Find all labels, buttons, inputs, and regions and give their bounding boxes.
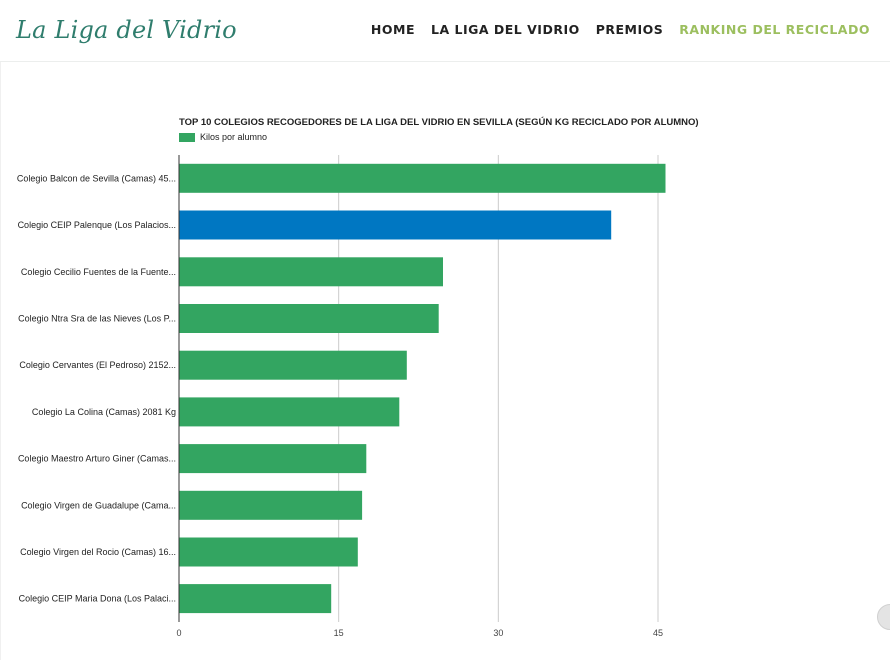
bar-1 [179, 210, 612, 240]
category-label-5: Colegio La Colina (Camas) 2081 Kg [32, 407, 176, 417]
bar-6 [179, 444, 367, 474]
legend-swatch [179, 132, 195, 142]
nav-home[interactable]: HOME [370, 22, 415, 37]
x-tick-label-15: 15 [334, 628, 344, 638]
category-label-7: Colegio Virgen de Guadalupe (Cama... [21, 500, 176, 510]
nav-premios[interactable]: PREMIOS [595, 22, 664, 37]
category-label-0: Colegio Balcon de Sevilla (Camas) 45... [17, 173, 176, 183]
chart-legend: Kilos por alumno [179, 132, 267, 142]
bar-2 [179, 257, 443, 287]
legend-label: Kilos por alumno [200, 132, 268, 142]
bar-3 [179, 304, 439, 333]
bar-4 [179, 350, 407, 380]
site-logo[interactable]: La Liga del Vidrio [16, 16, 237, 44]
category-label-2: Colegio Cecilio Fuentes de la Fuente... [21, 267, 176, 277]
chart-title: TOP 10 COLEGIOS RECOGEDORES DE LA LIGA D… [179, 117, 699, 128]
x-tick-label-0: 0 [176, 628, 181, 638]
category-label-6: Colegio Maestro Arturo Giner (Camas... [18, 454, 176, 464]
bar-5 [179, 397, 400, 427]
bar-9 [179, 584, 332, 614]
site-header: La Liga del Vidrio HOME LA LIGA DEL VIDR… [0, 0, 890, 62]
chart-section [0, 62, 890, 660]
bar-7 [179, 490, 363, 520]
main-nav: HOME LA LIGA DEL VIDRIO PREMIOS RANKING … [371, 22, 870, 37]
x-tick-label-45: 45 [653, 628, 663, 638]
x-tick-label-30: 30 [493, 628, 503, 638]
bar-8 [179, 537, 358, 567]
category-label-8: Colegio Virgen del Rocio (Camas) 16... [20, 547, 176, 557]
nav-la-liga-del-vidrio[interactable]: LA LIGA DEL VIDRIO [431, 22, 580, 37]
bar-0 [179, 163, 666, 193]
category-label-9: Colegio CEIP Maria Dona (Los Palaci... [19, 594, 176, 604]
category-label-1: Colegio CEIP Palenque (Los Palacios... [18, 220, 176, 230]
nav-ranking-del-reciclado[interactable]: RANKING DEL RECICLADO [679, 22, 870, 37]
category-label-4: Colegio Cervantes (El Pedroso) 2152... [19, 360, 176, 370]
category-label-3: Colegio Ntra Sra de las Nieves (Los P... [18, 314, 176, 324]
